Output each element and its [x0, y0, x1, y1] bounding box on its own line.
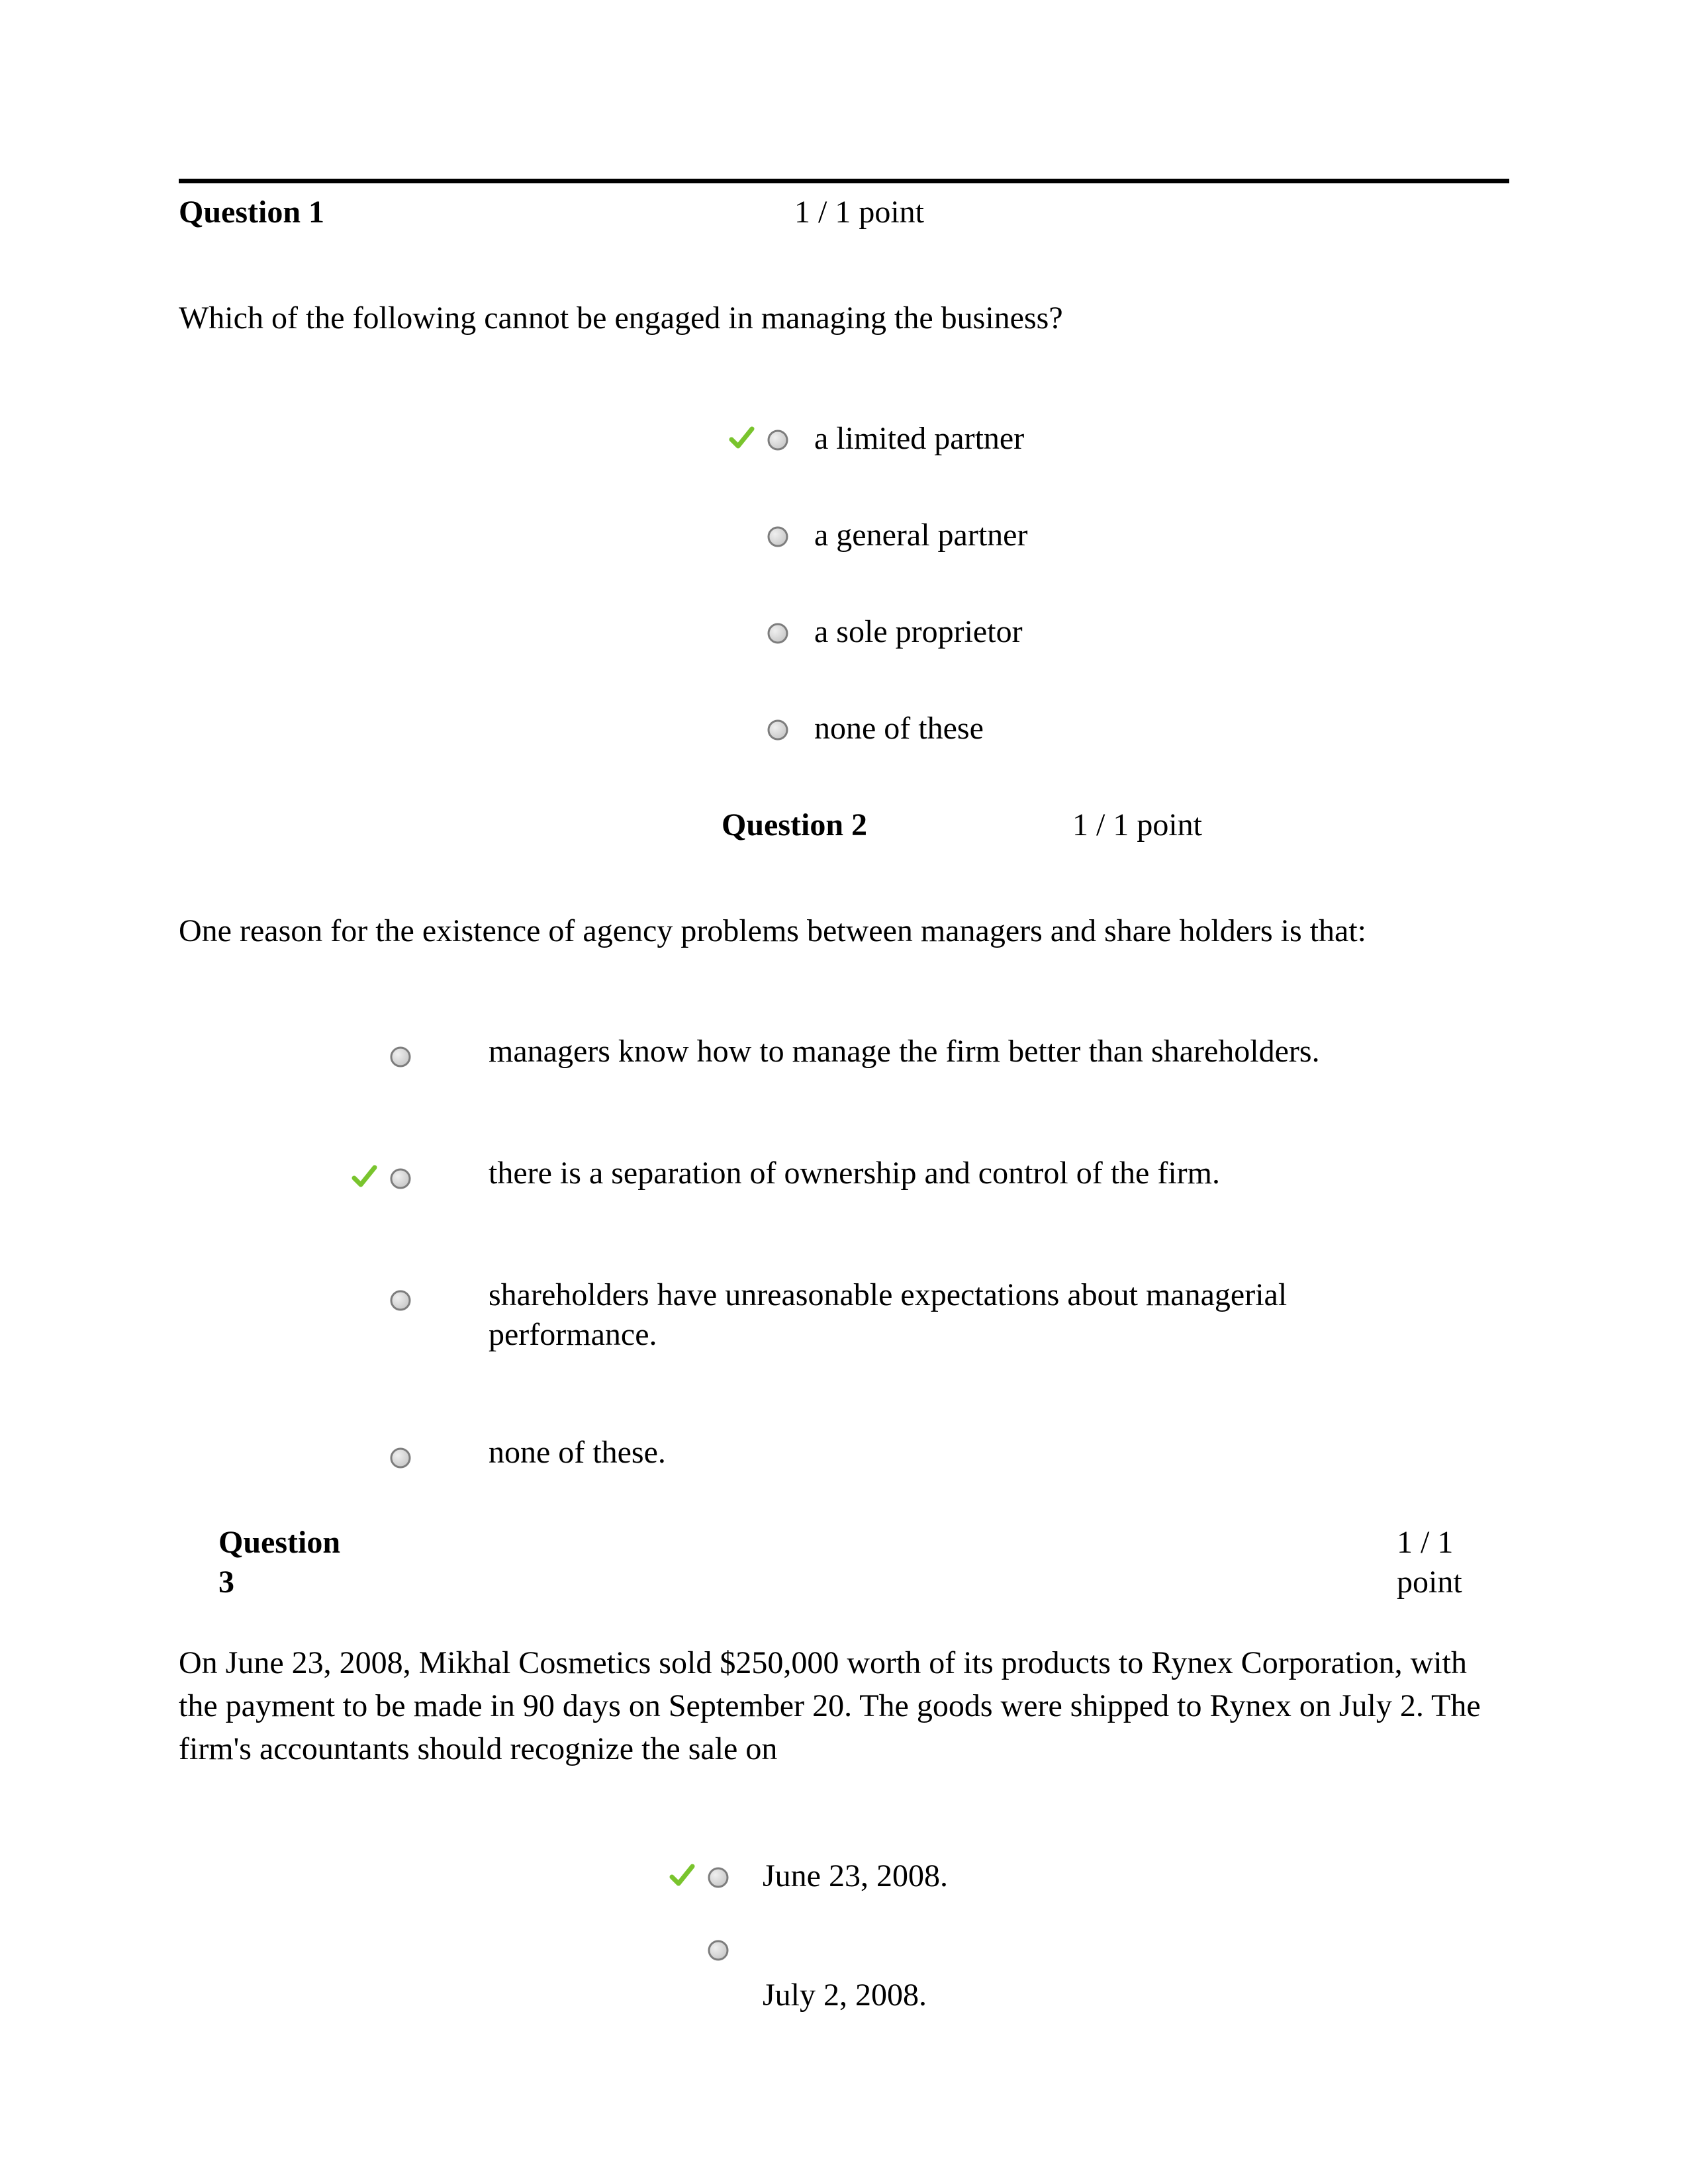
radio-button[interactable] — [707, 1856, 747, 1896]
correct-mark-cell — [179, 1856, 707, 1896]
radio-button[interactable] — [389, 1275, 429, 1319]
page: Question 1 1 / 1 point Which of the foll… — [0, 0, 1688, 2184]
option-text: shareholders have unreasonable expectati… — [429, 1275, 1362, 1355]
radio-button[interactable] — [767, 516, 806, 555]
option-text: none of these — [806, 709, 984, 749]
spacer — [179, 805, 722, 845]
correct-mark-cell — [179, 419, 767, 459]
correct-mark-cell — [179, 1032, 389, 1036]
option-text: July 2, 2008. — [747, 1929, 927, 2015]
radio-icon — [389, 1289, 412, 1312]
question-1-points: 1 / 1 point — [794, 193, 924, 232]
question-2-label: Question 2 — [722, 805, 1072, 845]
option-row: a limited partner — [179, 419, 1509, 459]
radio-icon — [767, 622, 789, 645]
question-3-options: June 23, 2008. July 2, 2008. — [179, 1856, 1509, 2015]
radio-button[interactable] — [767, 709, 806, 749]
correct-mark-cell — [179, 1275, 389, 1279]
checkmark-icon — [728, 425, 755, 451]
radio-icon — [707, 1939, 729, 1962]
question-2-prompt: One reason for the existence of agency p… — [179, 911, 1509, 951]
question-1-options: a limited partner a general partner a so… — [179, 419, 1509, 749]
question-3-prompt: On June 23, 2008, Mikhal Cosmetics sold … — [179, 1642, 1509, 1770]
option-row: a sole proprietor — [179, 612, 1509, 652]
option-text: a limited partner — [806, 419, 1024, 459]
option-text: none of these. — [429, 1433, 666, 1473]
question-3-header: Question 3 1 / 1 point — [218, 1523, 1476, 1602]
option-row: none of these — [179, 709, 1509, 749]
question-1-prompt: Which of the following cannot be engaged… — [179, 298, 1509, 338]
radio-button[interactable] — [389, 1433, 429, 1477]
option-row: June 23, 2008. — [179, 1856, 1509, 1896]
option-text: a general partner — [806, 516, 1027, 555]
question-2-points: 1 / 1 point — [1072, 805, 1202, 845]
question-2-header: Question 2 1 / 1 point — [179, 805, 1509, 845]
option-text: a sole proprietor — [806, 612, 1023, 652]
radio-button[interactable] — [389, 1032, 429, 1075]
correct-mark-cell — [179, 1154, 389, 1197]
radio-icon — [767, 429, 789, 451]
option-text: June 23, 2008. — [747, 1856, 948, 1896]
option-row: none of these. — [179, 1433, 1509, 1477]
checkmark-icon — [669, 1862, 695, 1889]
option-row: shareholders have unreasonable expectati… — [179, 1275, 1509, 1355]
radio-icon — [389, 1447, 412, 1469]
radio-icon — [707, 1866, 729, 1889]
radio-button[interactable] — [707, 1929, 747, 1969]
radio-button[interactable] — [767, 419, 806, 459]
question-3-points: 1 / 1 point — [1397, 1523, 1476, 1602]
radio-icon — [767, 525, 789, 548]
question-2-options: managers know how to manage the firm bet… — [179, 1032, 1509, 1477]
option-row: managers know how to manage the firm bet… — [179, 1032, 1509, 1075]
option-text: there is a separation of ownership and c… — [429, 1154, 1220, 1193]
radio-button[interactable] — [767, 612, 806, 652]
radio-icon — [767, 719, 789, 741]
question-1-label: Question 1 — [179, 193, 794, 232]
top-rule — [179, 179, 1509, 183]
option-row: a general partner — [179, 516, 1509, 555]
checkmark-icon — [351, 1163, 377, 1190]
option-text: managers know how to manage the firm bet… — [429, 1032, 1320, 1071]
option-row: July 2, 2008. — [179, 1929, 1509, 2015]
question-1-header: Question 1 1 / 1 point — [179, 193, 1509, 232]
radio-icon — [389, 1167, 412, 1190]
radio-button[interactable] — [389, 1154, 429, 1197]
option-row: there is a separation of ownership and c… — [179, 1154, 1509, 1197]
correct-mark-cell — [179, 1433, 389, 1437]
question-3-label: Question 3 — [218, 1523, 364, 1602]
radio-icon — [389, 1046, 412, 1068]
